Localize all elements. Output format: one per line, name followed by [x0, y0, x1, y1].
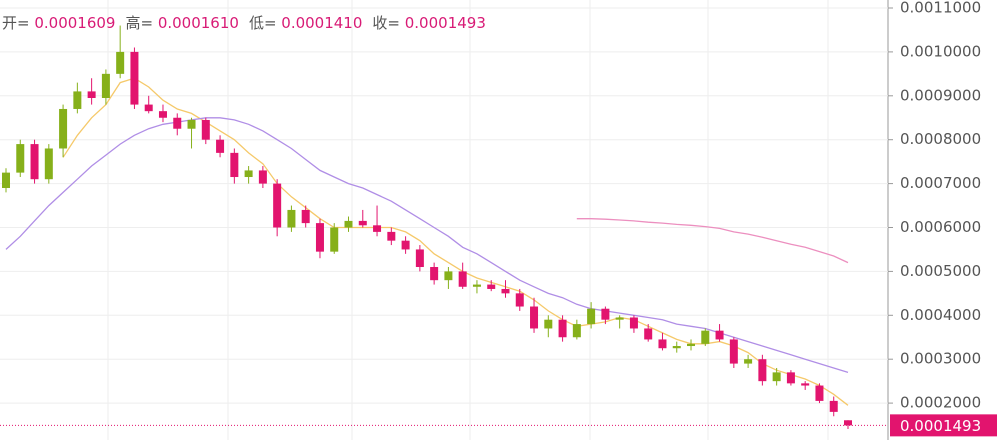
candle-body	[101, 73, 110, 98]
last-price-box	[890, 414, 997, 437]
candle-body	[644, 328, 653, 340]
candle-body	[130, 51, 139, 105]
candle-body	[173, 117, 182, 129]
candle-body	[572, 324, 581, 338]
candle-body	[401, 240, 410, 250]
ma-line	[62, 77, 849, 406]
time-grid	[107, 0, 829, 440]
candle-body	[44, 148, 53, 180]
y-tick-label: 0.0010000	[900, 42, 981, 60]
candle-body	[530, 306, 539, 329]
candle-body	[116, 51, 125, 74]
candle-body	[30, 144, 39, 180]
candle-body	[301, 209, 310, 224]
candle-body	[315, 223, 324, 252]
candle-body	[487, 284, 496, 289]
candle-body	[687, 343, 696, 347]
candle-body	[273, 183, 282, 228]
candle-body	[758, 359, 767, 382]
candle-body	[415, 249, 424, 268]
header-value: 0.0001410	[281, 14, 363, 32]
candle-body	[16, 144, 25, 173]
candle-body	[187, 119, 196, 129]
y-tick-label: 0.0009000	[900, 86, 981, 104]
candle-body	[244, 170, 253, 178]
header-label: 收=	[372, 14, 405, 32]
header-value: 0.0001609	[34, 14, 116, 32]
candle-body	[715, 330, 724, 340]
candle-body	[829, 400, 838, 412]
candle-body	[701, 330, 710, 344]
header-label: 高=	[125, 14, 158, 32]
candle-body	[87, 91, 96, 98]
last-price-label: 0.0001493	[900, 417, 981, 435]
candle-body	[358, 220, 367, 226]
y-tick-label: 0.0011000	[900, 0, 981, 17]
y-tick-label: 0.0003000	[900, 350, 981, 368]
candle-body	[158, 111, 167, 118]
header-label: 开=	[2, 14, 35, 32]
candle-body	[472, 284, 481, 287]
candle-body	[373, 225, 382, 232]
candle-body	[515, 293, 524, 307]
candle-body	[844, 420, 852, 426]
y-tick-label: 0.0004000	[900, 306, 981, 324]
candle-body	[230, 152, 239, 178]
candle-body	[629, 317, 638, 329]
candle-body	[258, 170, 267, 184]
candle-body	[501, 288, 510, 294]
y-tick-label: 0.0007000	[900, 174, 981, 192]
candle-body	[430, 267, 439, 281]
candle-body	[615, 317, 624, 320]
candle-body	[2, 172, 10, 188]
candle-body	[59, 108, 68, 149]
candle-body	[387, 231, 396, 241]
candle-body	[786, 372, 795, 384]
candle-body	[201, 119, 210, 140]
y-tick-label: 0.0006000	[900, 218, 981, 236]
candle-body	[544, 319, 553, 329]
ma-line	[5, 117, 849, 374]
candle-body	[672, 346, 681, 349]
candle-body	[344, 220, 353, 228]
candle-body	[458, 271, 467, 287]
header-value: 0.0001610	[157, 14, 239, 32]
candle-body	[772, 372, 781, 382]
y-tick-label: 0.0005000	[900, 262, 981, 280]
header-value: 0.0001493	[404, 14, 486, 32]
y-tick-label: 0.0008000	[900, 130, 981, 148]
candle-body	[73, 91, 82, 109]
ohlc-header: 开= 0.0001609 高= 0.0001610 低= 0.0001410 收= 0…	[2, 12, 496, 33]
candle-body	[216, 139, 225, 153]
ma-line	[576, 218, 849, 264]
candle-body	[744, 359, 753, 364]
candle-body	[144, 104, 153, 112]
candle-body	[601, 308, 610, 320]
candle-body	[801, 383, 810, 386]
candle-body	[330, 227, 339, 252]
y-tick-label: 0.0002000	[900, 394, 981, 412]
candle-body	[815, 385, 824, 401]
header-label: 低=	[248, 14, 282, 32]
candle-body	[287, 209, 296, 228]
candle-body	[587, 308, 596, 325]
candle-body	[658, 339, 667, 349]
candle-body	[444, 271, 453, 281]
y-tick-label: 0.0001000	[900, 438, 981, 440]
candle-body	[558, 319, 567, 338]
candle-body	[729, 339, 738, 364]
